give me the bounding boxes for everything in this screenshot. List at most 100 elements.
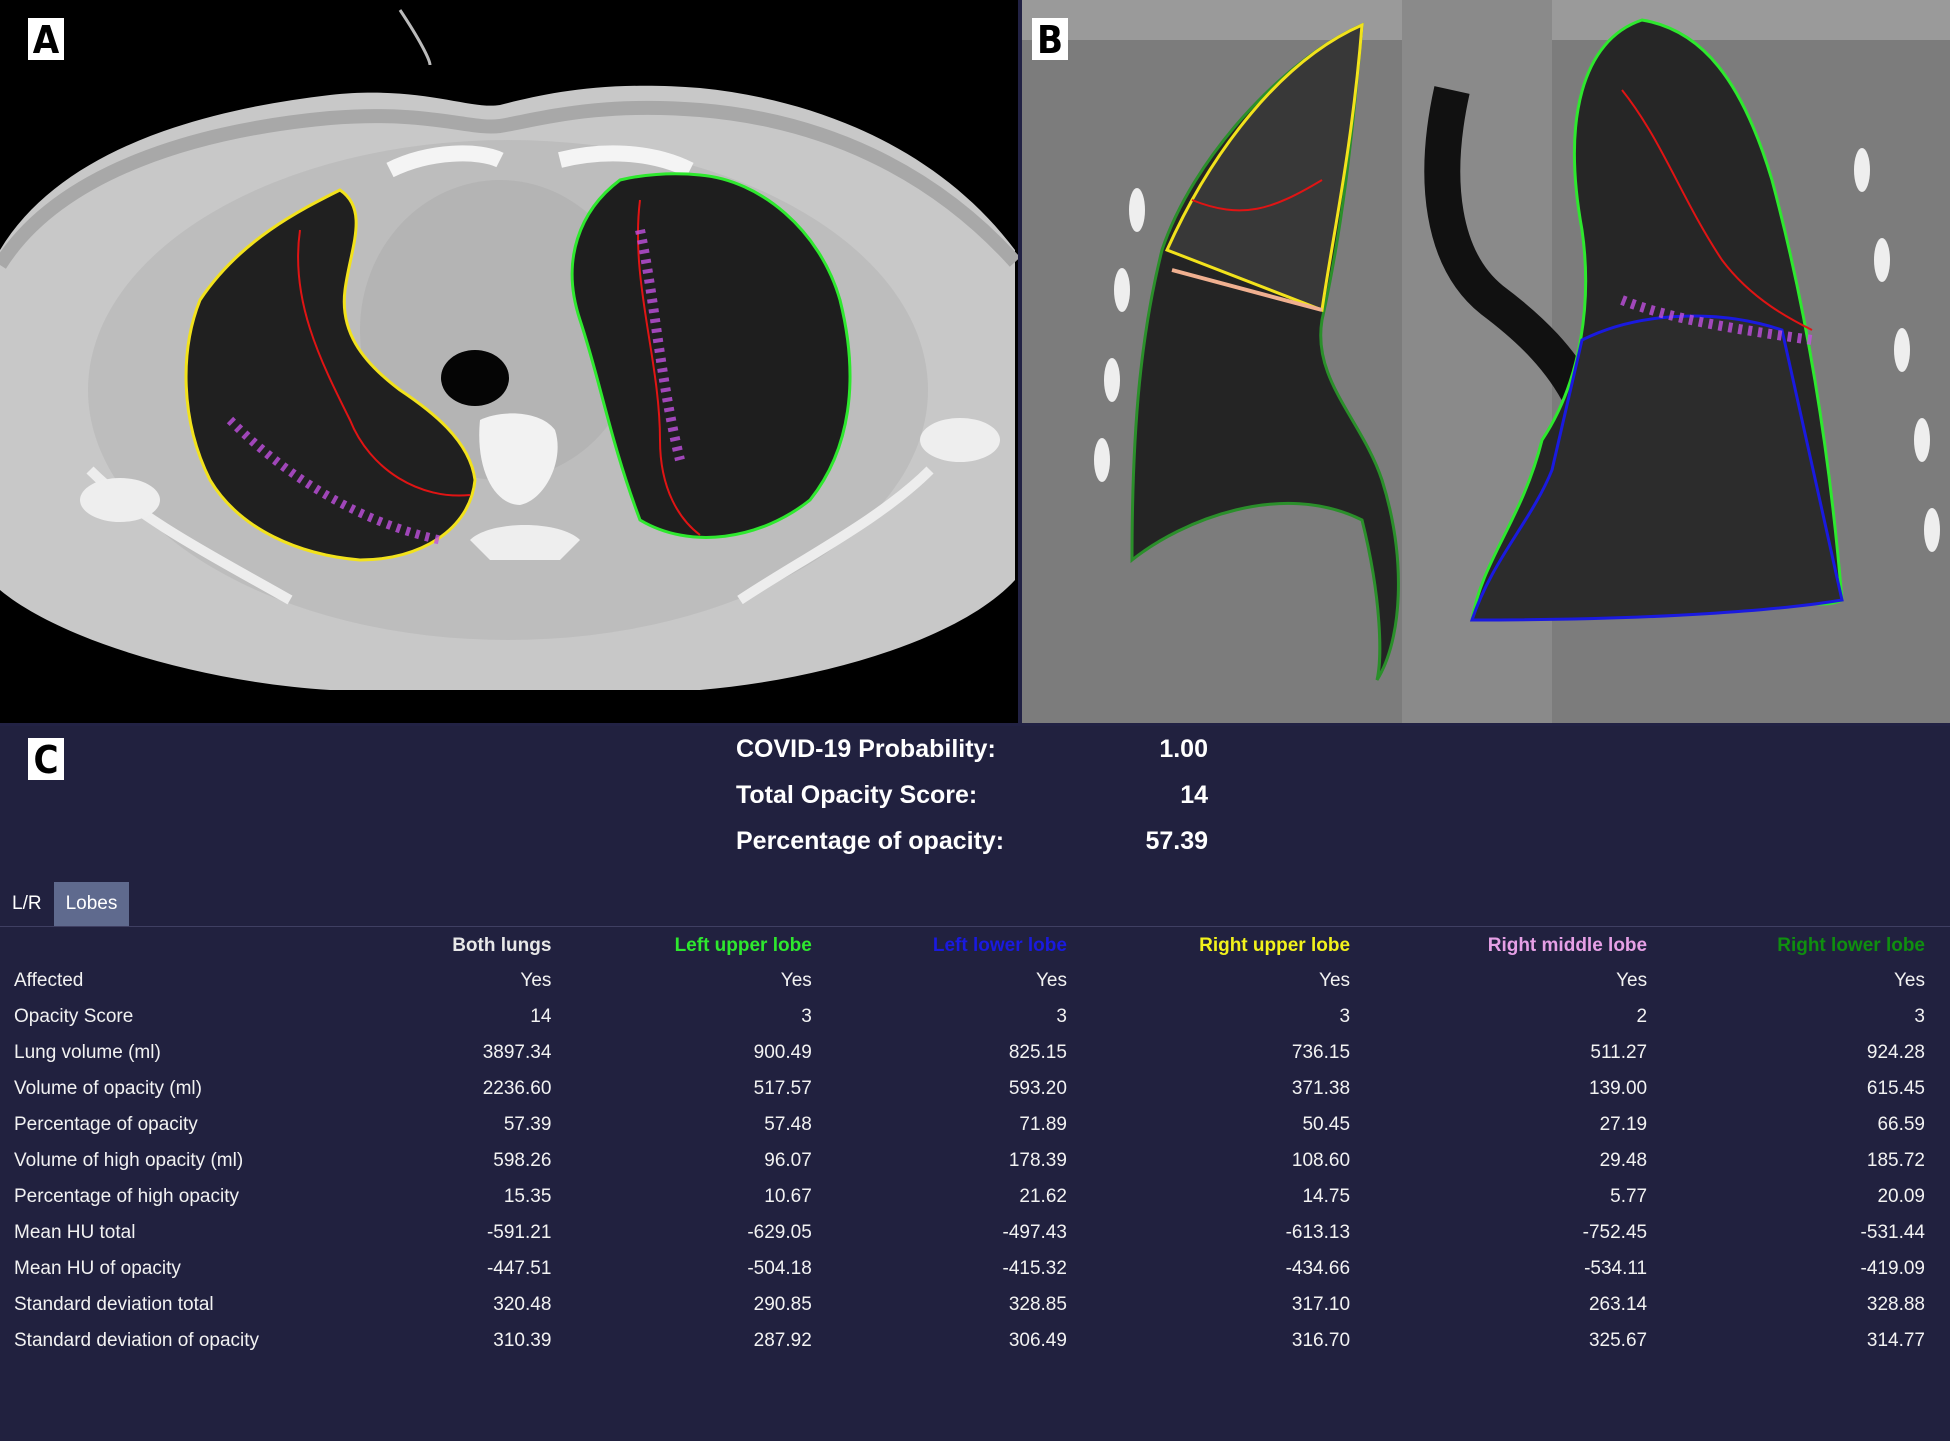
- table-cell: -534.11: [1584, 1258, 1648, 1279]
- table-cell: 736.15: [1291, 1042, 1351, 1063]
- total-opacity-score-row: Total Opacity Score: 14: [730, 772, 1250, 818]
- table-header-row: Both lungs Left upper lobe Left lower lo…: [0, 929, 1945, 963]
- axial-ct-panel: A: [0, 0, 1018, 723]
- report-panel: C COVID-19 Probability: 1.00 Total Opaci…: [0, 726, 1950, 1441]
- row-label: Mean HU of opacity: [14, 1258, 181, 1279]
- table-cell: 517.57: [753, 1078, 812, 1099]
- table-cell: 3: [1339, 1006, 1351, 1027]
- table-row: Mean HU of opacity -447.51 -504.18 -415.32 -…: [0, 1251, 1945, 1287]
- table-cell: 15.35: [503, 1186, 552, 1207]
- table-cell: 825.15: [1008, 1042, 1067, 1063]
- table-cell: -591.21: [486, 1222, 552, 1243]
- row-label: Standard deviation total: [14, 1294, 214, 1315]
- percentage-opacity-value: 57.39: [1145, 827, 1208, 855]
- table-cell: 314.77: [1866, 1330, 1925, 1351]
- table-cell: 310.39: [493, 1330, 552, 1351]
- table-row: Mean HU total -591.21 -629.05 -497.43 -613.1…: [0, 1215, 1945, 1251]
- table-cell: -419.09: [1860, 1258, 1925, 1279]
- tab-divider: [0, 926, 1950, 927]
- tab-lobes[interactable]: Lobes: [53, 882, 130, 926]
- table-cell: 108.60: [1291, 1150, 1351, 1171]
- table-row: Opacity Score 14 3 3 3 2 3: [0, 999, 1945, 1035]
- table-cell: 14: [530, 1006, 552, 1027]
- table-cell: 27.19: [1599, 1114, 1648, 1135]
- table-cell: 20.09: [1877, 1186, 1925, 1207]
- table-cell: 178.39: [1008, 1150, 1067, 1171]
- table-cell: -613.13: [1285, 1222, 1351, 1243]
- table-cell: 263.14: [1588, 1294, 1648, 1315]
- table-cell: 3: [801, 1006, 812, 1027]
- row-label: Lung volume (ml): [14, 1042, 161, 1063]
- row-label: Percentage of opacity: [14, 1114, 198, 1135]
- total-opacity-score-value: 14: [1180, 781, 1208, 809]
- table-cell: -447.51: [486, 1258, 552, 1279]
- table-cell: 185.72: [1866, 1150, 1925, 1171]
- table-cell: -752.45: [1582, 1222, 1648, 1243]
- panel-label-a: A: [28, 18, 64, 62]
- column-header-left-lower-lobe: Left lower lobe: [932, 935, 1067, 956]
- table-cell: 3: [1914, 1006, 1925, 1027]
- row-label: Volume of opacity (ml): [14, 1078, 202, 1099]
- table-cell: 320.48: [493, 1294, 552, 1315]
- table-cell: -434.66: [1285, 1258, 1351, 1279]
- row-label: Percentage of high opacity: [14, 1186, 239, 1207]
- row-label: Affected: [14, 970, 84, 991]
- total-opacity-score-label: Total Opacity Score:: [736, 781, 978, 809]
- column-header-right-upper-lobe: Right upper lobe: [1199, 935, 1351, 956]
- table-cell: 290.85: [753, 1294, 812, 1315]
- table-cell: 3897.34: [482, 1042, 552, 1063]
- row-label: Standard deviation of opacity: [14, 1330, 260, 1351]
- row-label: Opacity Score: [14, 1006, 134, 1027]
- table-cell: 306.49: [1008, 1330, 1067, 1351]
- column-header-both-lungs: Both lungs: [452, 935, 552, 956]
- table-row: Standard deviation total 320.48 290.85 328.…: [0, 1287, 1945, 1323]
- column-header-left-upper-lobe: Left upper lobe: [674, 935, 812, 956]
- table-cell: 328.88: [1866, 1294, 1925, 1315]
- metrics-body: Affected Yes Yes Yes Yes Yes Yes Opacity Score 1…: [0, 963, 1945, 1359]
- table-cell: 325.67: [1588, 1330, 1648, 1351]
- covid-probability-row: COVID-19 Probability: 1.00: [730, 726, 1250, 772]
- table-cell: 57.39: [503, 1114, 552, 1135]
- row-label-header: [0, 929, 374, 963]
- table-cell: 615.45: [1866, 1078, 1925, 1099]
- table-cell: Yes: [1616, 970, 1648, 991]
- table-cell: 50.45: [1302, 1114, 1351, 1135]
- table-cell: -629.05: [747, 1222, 812, 1243]
- table-cell: 71.89: [1019, 1114, 1067, 1135]
- table-cell: -504.18: [747, 1258, 812, 1279]
- coronal-ct-image: [1022, 0, 1950, 723]
- covid-probability-value: 1.00: [1159, 735, 1208, 763]
- table-row: Volume of opacity (ml) 2236.60 517.57 593.2…: [0, 1071, 1945, 1107]
- row-label: Volume of high opacity (ml): [14, 1150, 244, 1171]
- table-row: Percentage of opacity 57.39 57.48 71.89 50.4…: [0, 1107, 1945, 1143]
- table-cell: 593.20: [1008, 1078, 1067, 1099]
- table-cell: 316.70: [1291, 1330, 1351, 1351]
- tab-lr[interactable]: L/R: [0, 882, 54, 926]
- table-cell: 3: [1056, 1006, 1067, 1027]
- axial-ct-image: [0, 0, 1018, 723]
- table-cell: Yes: [1035, 970, 1067, 991]
- percentage-opacity-row: Percentage of opacity: 57.39: [730, 818, 1250, 864]
- metrics-table: Both lungs Left upper lobe Left lower lo…: [0, 929, 1945, 1359]
- percentage-opacity-label: Percentage of opacity:: [736, 827, 1005, 855]
- column-header-right-middle-lobe: Right middle lobe: [1487, 935, 1648, 956]
- table-cell: 5.77: [1610, 1186, 1648, 1207]
- table-cell: Yes: [520, 970, 552, 991]
- table-row: Percentage of high opacity 15.35 10.67 21.6…: [0, 1179, 1945, 1215]
- tab-bar: L/R Lobes: [0, 882, 130, 926]
- table-row: Standard deviation of opacity 310.39 287.9…: [0, 1323, 1945, 1359]
- table-cell: 14.75: [1302, 1186, 1351, 1207]
- table-cell: Yes: [1894, 970, 1925, 991]
- summary-block: COVID-19 Probability: 1.00 Total Opacity…: [730, 726, 1250, 864]
- table-cell: 924.28: [1866, 1042, 1925, 1063]
- table-cell: 317.10: [1291, 1294, 1351, 1315]
- covid-probability-label: COVID-19 Probability:: [736, 735, 996, 763]
- table-cell: 371.38: [1291, 1078, 1351, 1099]
- column-header-right-lower-lobe: Right lower lobe: [1777, 935, 1925, 956]
- table-cell: 21.62: [1019, 1186, 1067, 1207]
- table-cell: 96.07: [764, 1150, 812, 1171]
- table-cell: 287.92: [753, 1330, 812, 1351]
- table-cell: 139.00: [1588, 1078, 1648, 1099]
- table-cell: Yes: [1319, 970, 1351, 991]
- table-cell: 57.48: [764, 1114, 812, 1135]
